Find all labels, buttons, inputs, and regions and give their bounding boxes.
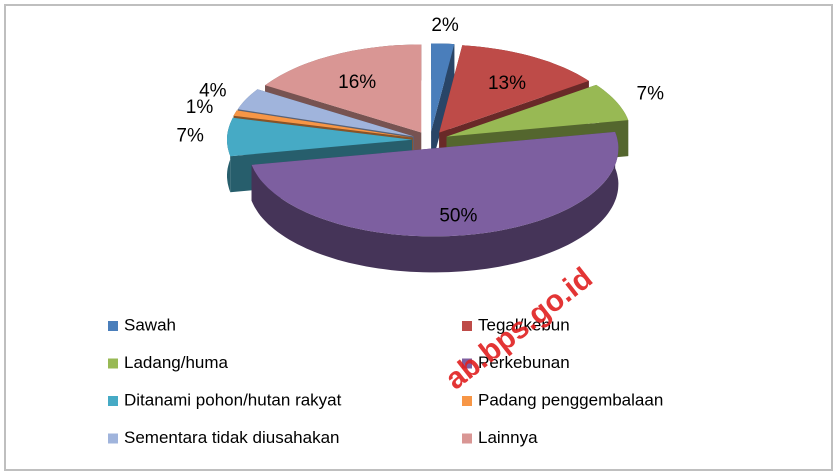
legend-label: Padang penggembalaan — [478, 390, 663, 409]
legend-swatch — [462, 358, 472, 369]
slice — [227, 117, 412, 157]
data-label: 4% — [199, 80, 227, 101]
data-label: 7% — [637, 84, 665, 105]
legend-label: Ladang/huma — [124, 353, 229, 372]
legend-label: Sawah — [124, 315, 176, 334]
slice — [265, 44, 422, 133]
slice — [439, 45, 589, 133]
data-label: 2% — [431, 15, 459, 36]
slice-rim — [251, 131, 619, 273]
slice — [251, 131, 619, 237]
slice — [446, 84, 629, 137]
legend-label: Perkebunan — [478, 353, 570, 372]
legend-swatch — [108, 396, 118, 406]
data-label: 7% — [176, 125, 204, 146]
legend-swatch — [108, 321, 118, 331]
data-label: 16% — [338, 72, 376, 93]
data-label: 1% — [186, 97, 214, 118]
slice — [431, 43, 455, 132]
legend-label: Ditanami pohon/hutan rakyat — [124, 390, 342, 409]
legend-label: Tegal/kebun — [478, 315, 570, 334]
legend-swatch — [462, 396, 472, 406]
data-label: 50% — [439, 206, 477, 227]
legend-label: Sementara tidak diusahakan — [124, 428, 339, 447]
legend-swatch — [108, 358, 118, 369]
legend-label: Lainnya — [478, 428, 538, 447]
legend-swatch — [462, 433, 472, 444]
data-label: 13% — [488, 73, 526, 94]
legend-swatch — [108, 433, 118, 444]
legend-swatch — [462, 321, 472, 331]
slice — [233, 110, 413, 138]
slice-tops — [227, 43, 629, 237]
slice — [237, 89, 414, 137]
